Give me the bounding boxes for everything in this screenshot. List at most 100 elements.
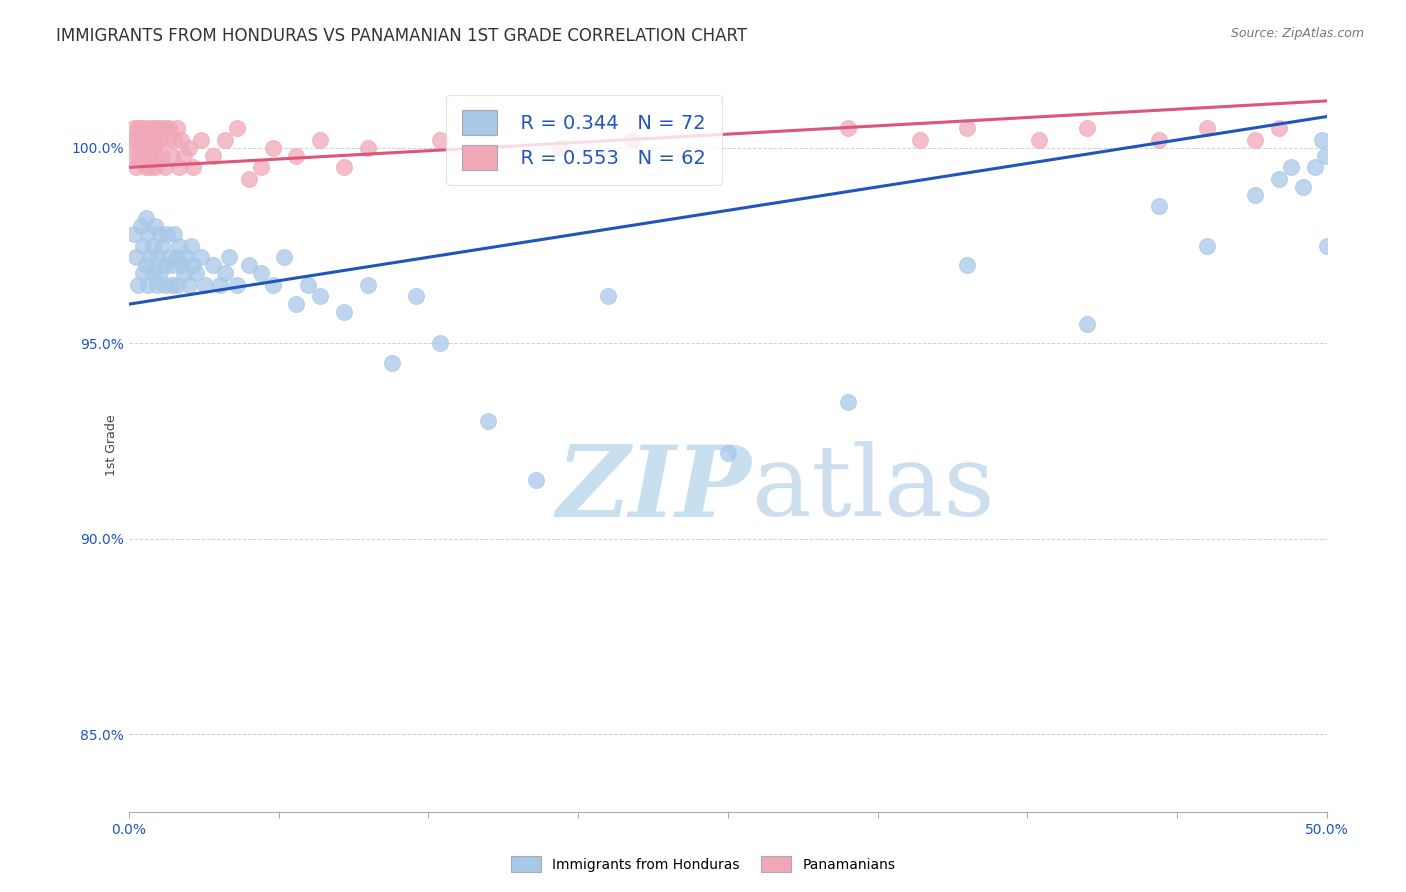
Point bbox=[429, 336, 451, 351]
Point bbox=[238, 258, 260, 272]
Point bbox=[132, 238, 155, 252]
Point bbox=[125, 250, 148, 264]
Point bbox=[149, 227, 172, 241]
Point bbox=[201, 148, 224, 162]
Point bbox=[139, 250, 162, 264]
Point bbox=[149, 133, 172, 147]
Point bbox=[249, 266, 271, 280]
Point bbox=[146, 250, 169, 264]
Point bbox=[262, 277, 284, 292]
Point bbox=[208, 277, 231, 292]
Point bbox=[159, 250, 181, 264]
Text: atlas: atlas bbox=[752, 442, 994, 537]
Point bbox=[125, 161, 148, 175]
Point bbox=[596, 289, 619, 303]
Point bbox=[153, 258, 176, 272]
Point bbox=[134, 258, 156, 272]
Point bbox=[134, 211, 156, 226]
Point bbox=[1076, 317, 1098, 331]
Point bbox=[150, 238, 173, 252]
Point bbox=[1268, 121, 1291, 136]
Point bbox=[156, 227, 179, 241]
Point bbox=[184, 266, 207, 280]
Point bbox=[1076, 121, 1098, 136]
Point bbox=[1268, 172, 1291, 186]
Point bbox=[159, 121, 181, 136]
Point bbox=[214, 266, 236, 280]
Point bbox=[142, 121, 165, 136]
Point bbox=[273, 250, 295, 264]
Point bbox=[1147, 133, 1170, 147]
Point bbox=[153, 161, 176, 175]
Point bbox=[139, 133, 162, 147]
Point bbox=[908, 133, 931, 147]
Point bbox=[136, 148, 159, 162]
Point bbox=[477, 415, 499, 429]
Point bbox=[1310, 133, 1333, 147]
Point bbox=[190, 250, 212, 264]
Point bbox=[524, 473, 547, 487]
Point bbox=[177, 141, 200, 155]
Point bbox=[160, 258, 183, 272]
Point bbox=[1279, 161, 1302, 175]
Point bbox=[1244, 187, 1267, 202]
Point bbox=[309, 289, 332, 303]
Point bbox=[1197, 238, 1219, 252]
Point bbox=[150, 148, 173, 162]
Point bbox=[956, 258, 979, 272]
Point bbox=[163, 133, 186, 147]
Point bbox=[183, 258, 205, 272]
Point bbox=[167, 238, 190, 252]
Point bbox=[837, 395, 859, 409]
Point bbox=[142, 141, 165, 155]
Point bbox=[183, 161, 205, 175]
Point bbox=[146, 277, 169, 292]
Point bbox=[125, 133, 148, 147]
Point bbox=[405, 289, 427, 303]
Point bbox=[156, 133, 179, 147]
Text: IMMIGRANTS FROM HONDURAS VS PANAMANIAN 1ST GRADE CORRELATION CHART: IMMIGRANTS FROM HONDURAS VS PANAMANIAN 1… bbox=[56, 27, 748, 45]
Point bbox=[143, 161, 166, 175]
Point bbox=[285, 297, 308, 311]
Point bbox=[142, 266, 165, 280]
Point bbox=[297, 277, 319, 292]
Point bbox=[173, 148, 195, 162]
Point bbox=[166, 250, 188, 264]
Point bbox=[122, 121, 145, 136]
Point bbox=[132, 121, 155, 136]
Point bbox=[136, 121, 159, 136]
Legend: Immigrants from Honduras, Panamanians: Immigrants from Honduras, Panamanians bbox=[505, 851, 901, 878]
Point bbox=[127, 277, 149, 292]
Point bbox=[214, 133, 236, 147]
Point bbox=[163, 227, 186, 241]
Point bbox=[1147, 199, 1170, 213]
Point bbox=[149, 266, 172, 280]
Point bbox=[225, 277, 247, 292]
Point bbox=[357, 141, 380, 155]
Point bbox=[129, 121, 152, 136]
Point bbox=[1316, 238, 1339, 252]
Point bbox=[194, 277, 217, 292]
Point bbox=[620, 133, 643, 147]
Point bbox=[132, 266, 155, 280]
Point bbox=[262, 141, 284, 155]
Point bbox=[1303, 161, 1326, 175]
Point bbox=[956, 121, 979, 136]
Point bbox=[129, 219, 152, 233]
Point bbox=[333, 161, 356, 175]
Point bbox=[136, 227, 159, 241]
Point bbox=[190, 133, 212, 147]
Point bbox=[122, 227, 145, 241]
Point bbox=[548, 141, 571, 155]
Point bbox=[143, 133, 166, 147]
Point bbox=[177, 277, 200, 292]
Point bbox=[285, 148, 308, 162]
Point bbox=[717, 446, 740, 460]
Point bbox=[173, 266, 195, 280]
Point bbox=[166, 121, 188, 136]
Point bbox=[170, 258, 193, 272]
Legend:   R = 0.344   N = 72,   R = 0.553   N = 62: R = 0.344 N = 72, R = 0.553 N = 62 bbox=[446, 95, 721, 186]
Point bbox=[142, 238, 165, 252]
Point bbox=[225, 121, 247, 136]
Point bbox=[249, 161, 271, 175]
